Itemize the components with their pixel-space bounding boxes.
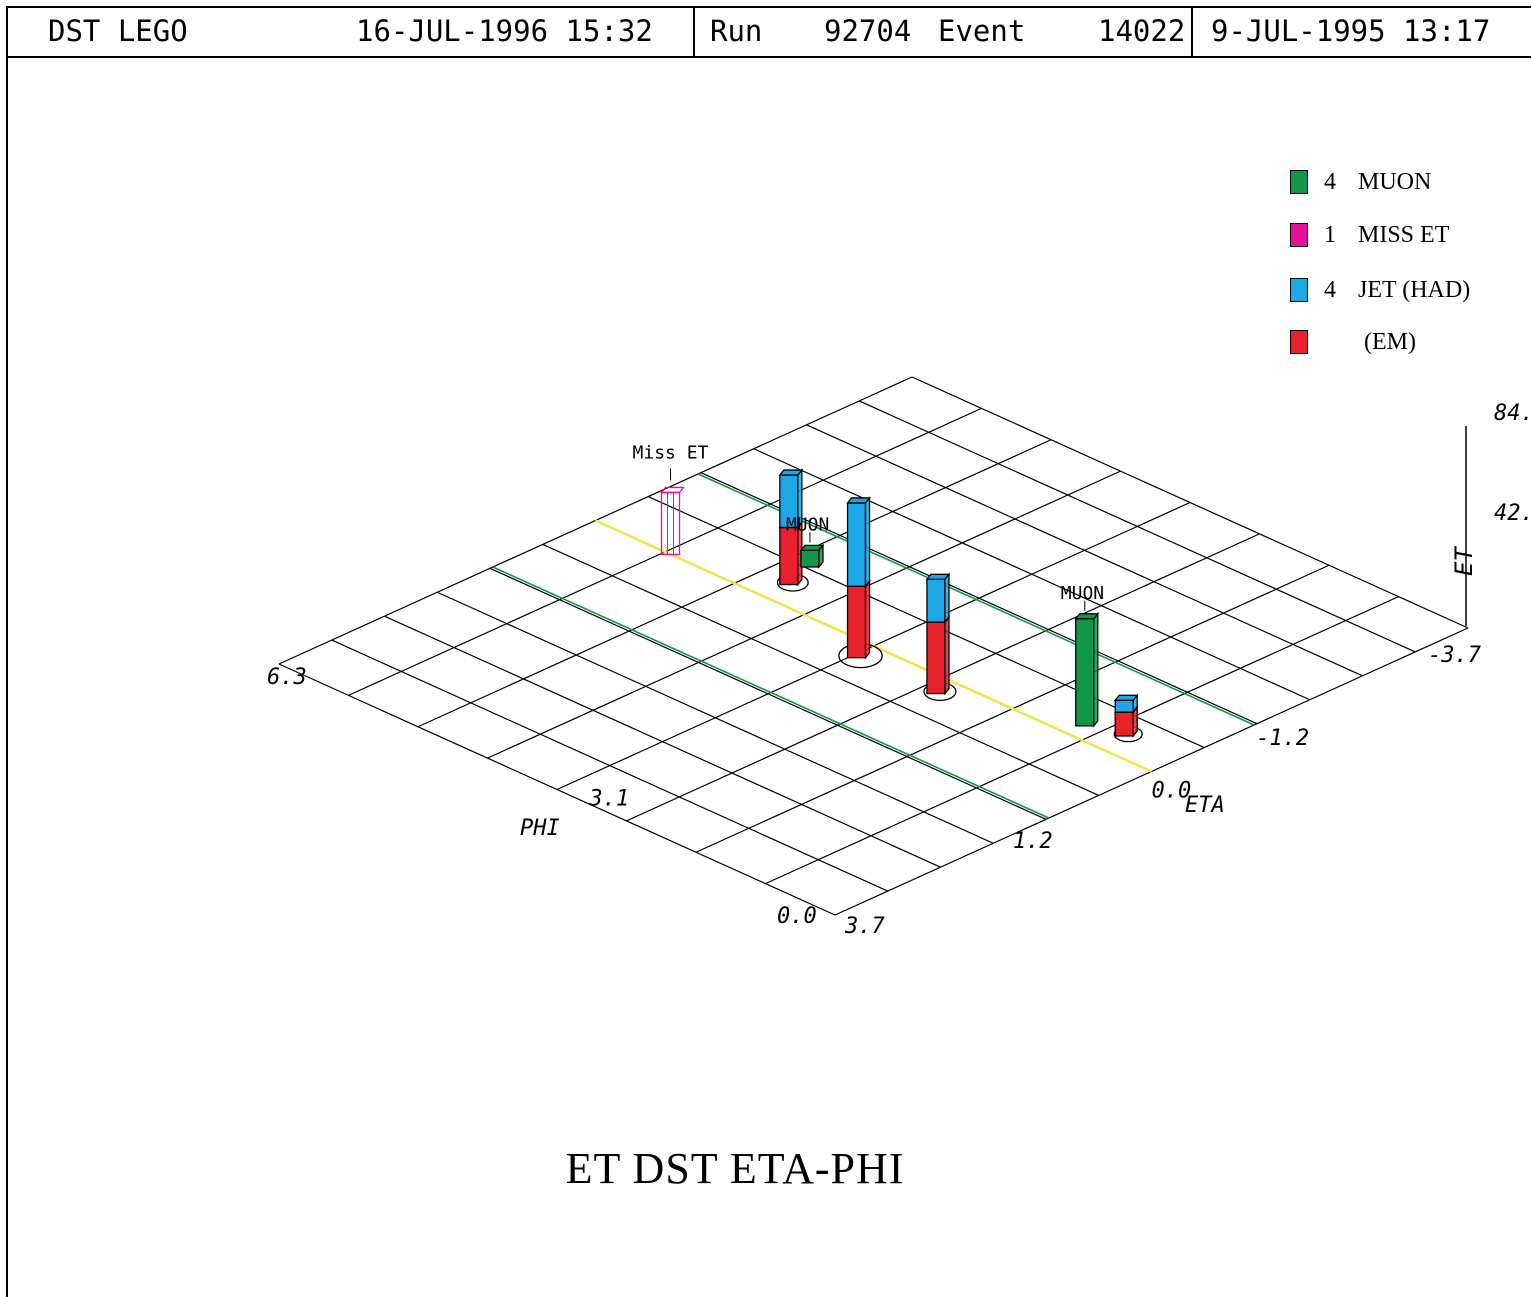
jet-em-bar-side — [864, 579, 871, 660]
jet-had-bar-front — [926, 578, 946, 623]
display-frame — [6, 6, 1531, 1297]
muon-bar-top — [799, 544, 825, 551]
run-label: Run — [710, 14, 763, 48]
phi-tick-label: 0.0 — [777, 904, 817, 929]
legend-label: (EM) — [1364, 329, 1416, 355]
legend-count: 4 — [1324, 169, 1336, 195]
eta-tick-label: -3.7 — [1428, 643, 1482, 668]
processed-date: 16-JUL-1996 15:32 — [356, 14, 653, 48]
muon-bar-side — [1093, 611, 1099, 728]
legend-label: JET (HAD) — [1358, 277, 1471, 303]
jet-had-bar-front — [1114, 699, 1134, 713]
legend-swatch — [1290, 278, 1308, 302]
legend-count: 4 — [1324, 277, 1336, 303]
header-divider — [1191, 6, 1193, 56]
et-axis-label: ET — [1450, 546, 1478, 576]
eta-tick-label: 0.0 — [1152, 779, 1192, 804]
jet-em-bar-front — [926, 621, 946, 695]
jet-em-bar-front — [846, 585, 867, 659]
jet-had-bar-front — [846, 502, 867, 587]
eta-axis-label: ETA — [1185, 793, 1225, 818]
header-divider — [693, 6, 695, 56]
jet-had-bar-top — [846, 497, 871, 504]
legend-swatch — [1290, 223, 1308, 247]
jet-em-bar-front — [1114, 711, 1134, 737]
phi-tick-label: 6.3 — [267, 665, 307, 690]
muon-label: MUON — [786, 514, 829, 535]
et-tick-label: 84. — [1494, 401, 1531, 426]
eta-tick-label: 3.7 — [844, 914, 885, 939]
eta-tick-label: -1.2 — [1256, 726, 1309, 751]
jet-em-bar-side — [944, 615, 950, 696]
legend-count: 1 — [1324, 222, 1336, 248]
eta-tick-label: 1.2 — [1013, 829, 1053, 854]
legend-swatch — [1290, 170, 1308, 194]
legend-swatch — [1290, 330, 1308, 354]
legend-label: MISS ET — [1358, 222, 1450, 248]
event-date: 9-JUL-1995 13:17 — [1211, 14, 1491, 48]
jet-had-bar-top — [925, 573, 951, 580]
header-bar: DST LEGO 16-JUL-1996 15:32 Run 92704 Eve… — [6, 6, 1531, 58]
miss-et-label: Miss ET — [633, 442, 709, 463]
muon-label: MUON — [1061, 583, 1104, 604]
et-tick-label: 42. — [1494, 501, 1531, 526]
jet-had-bar-top — [1113, 694, 1139, 701]
program-name: DST LEGO — [48, 14, 188, 48]
event-number: 14022 — [1098, 14, 1186, 48]
plot-title: ET DST ETA-PHI — [565, 1144, 905, 1193]
jet-had-bar-top — [778, 469, 804, 476]
jet-em-bar-front — [779, 526, 799, 586]
legend-label: MUON — [1358, 169, 1432, 195]
phi-axis-label: PHI — [520, 816, 560, 841]
guide-line-eta-1.2 — [492, 566, 1050, 819]
muon-bar-front — [1075, 618, 1095, 727]
phi-tick-label: 3.1 — [588, 786, 629, 811]
miss-et-bar-front — [660, 491, 681, 556]
muon-bar-front — [800, 549, 820, 568]
jet-had-bar-side — [944, 572, 950, 624]
muon-bar-top — [1074, 613, 1100, 620]
miss-et-bar-top — [660, 486, 685, 494]
event-label: Event — [938, 14, 1026, 48]
run-number: 92704 — [824, 14, 912, 48]
jet-had-bar-side — [864, 496, 871, 589]
